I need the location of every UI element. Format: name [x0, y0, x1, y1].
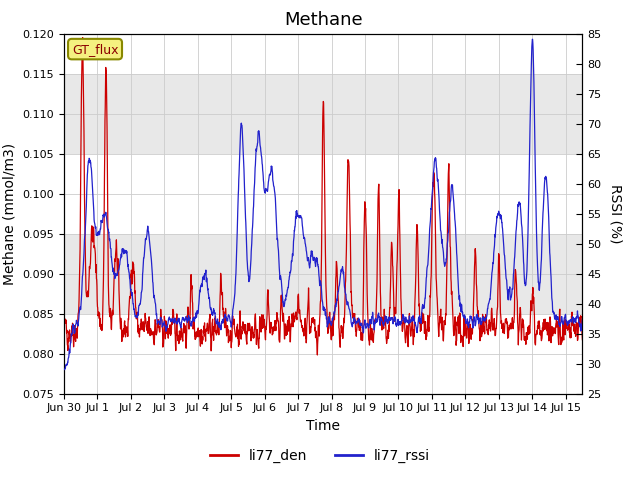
- Legend: li77_den, li77_rssi: li77_den, li77_rssi: [204, 443, 436, 468]
- Bar: [64, 234, 582, 313]
- X-axis label: Time: Time: [306, 419, 340, 433]
- Text: GT_flux: GT_flux: [72, 43, 118, 56]
- Y-axis label: RSSI (%): RSSI (%): [608, 184, 622, 243]
- Bar: [64, 73, 582, 154]
- Title: Methane: Methane: [284, 11, 362, 29]
- Y-axis label: Methane (mmol/m3): Methane (mmol/m3): [3, 143, 17, 285]
